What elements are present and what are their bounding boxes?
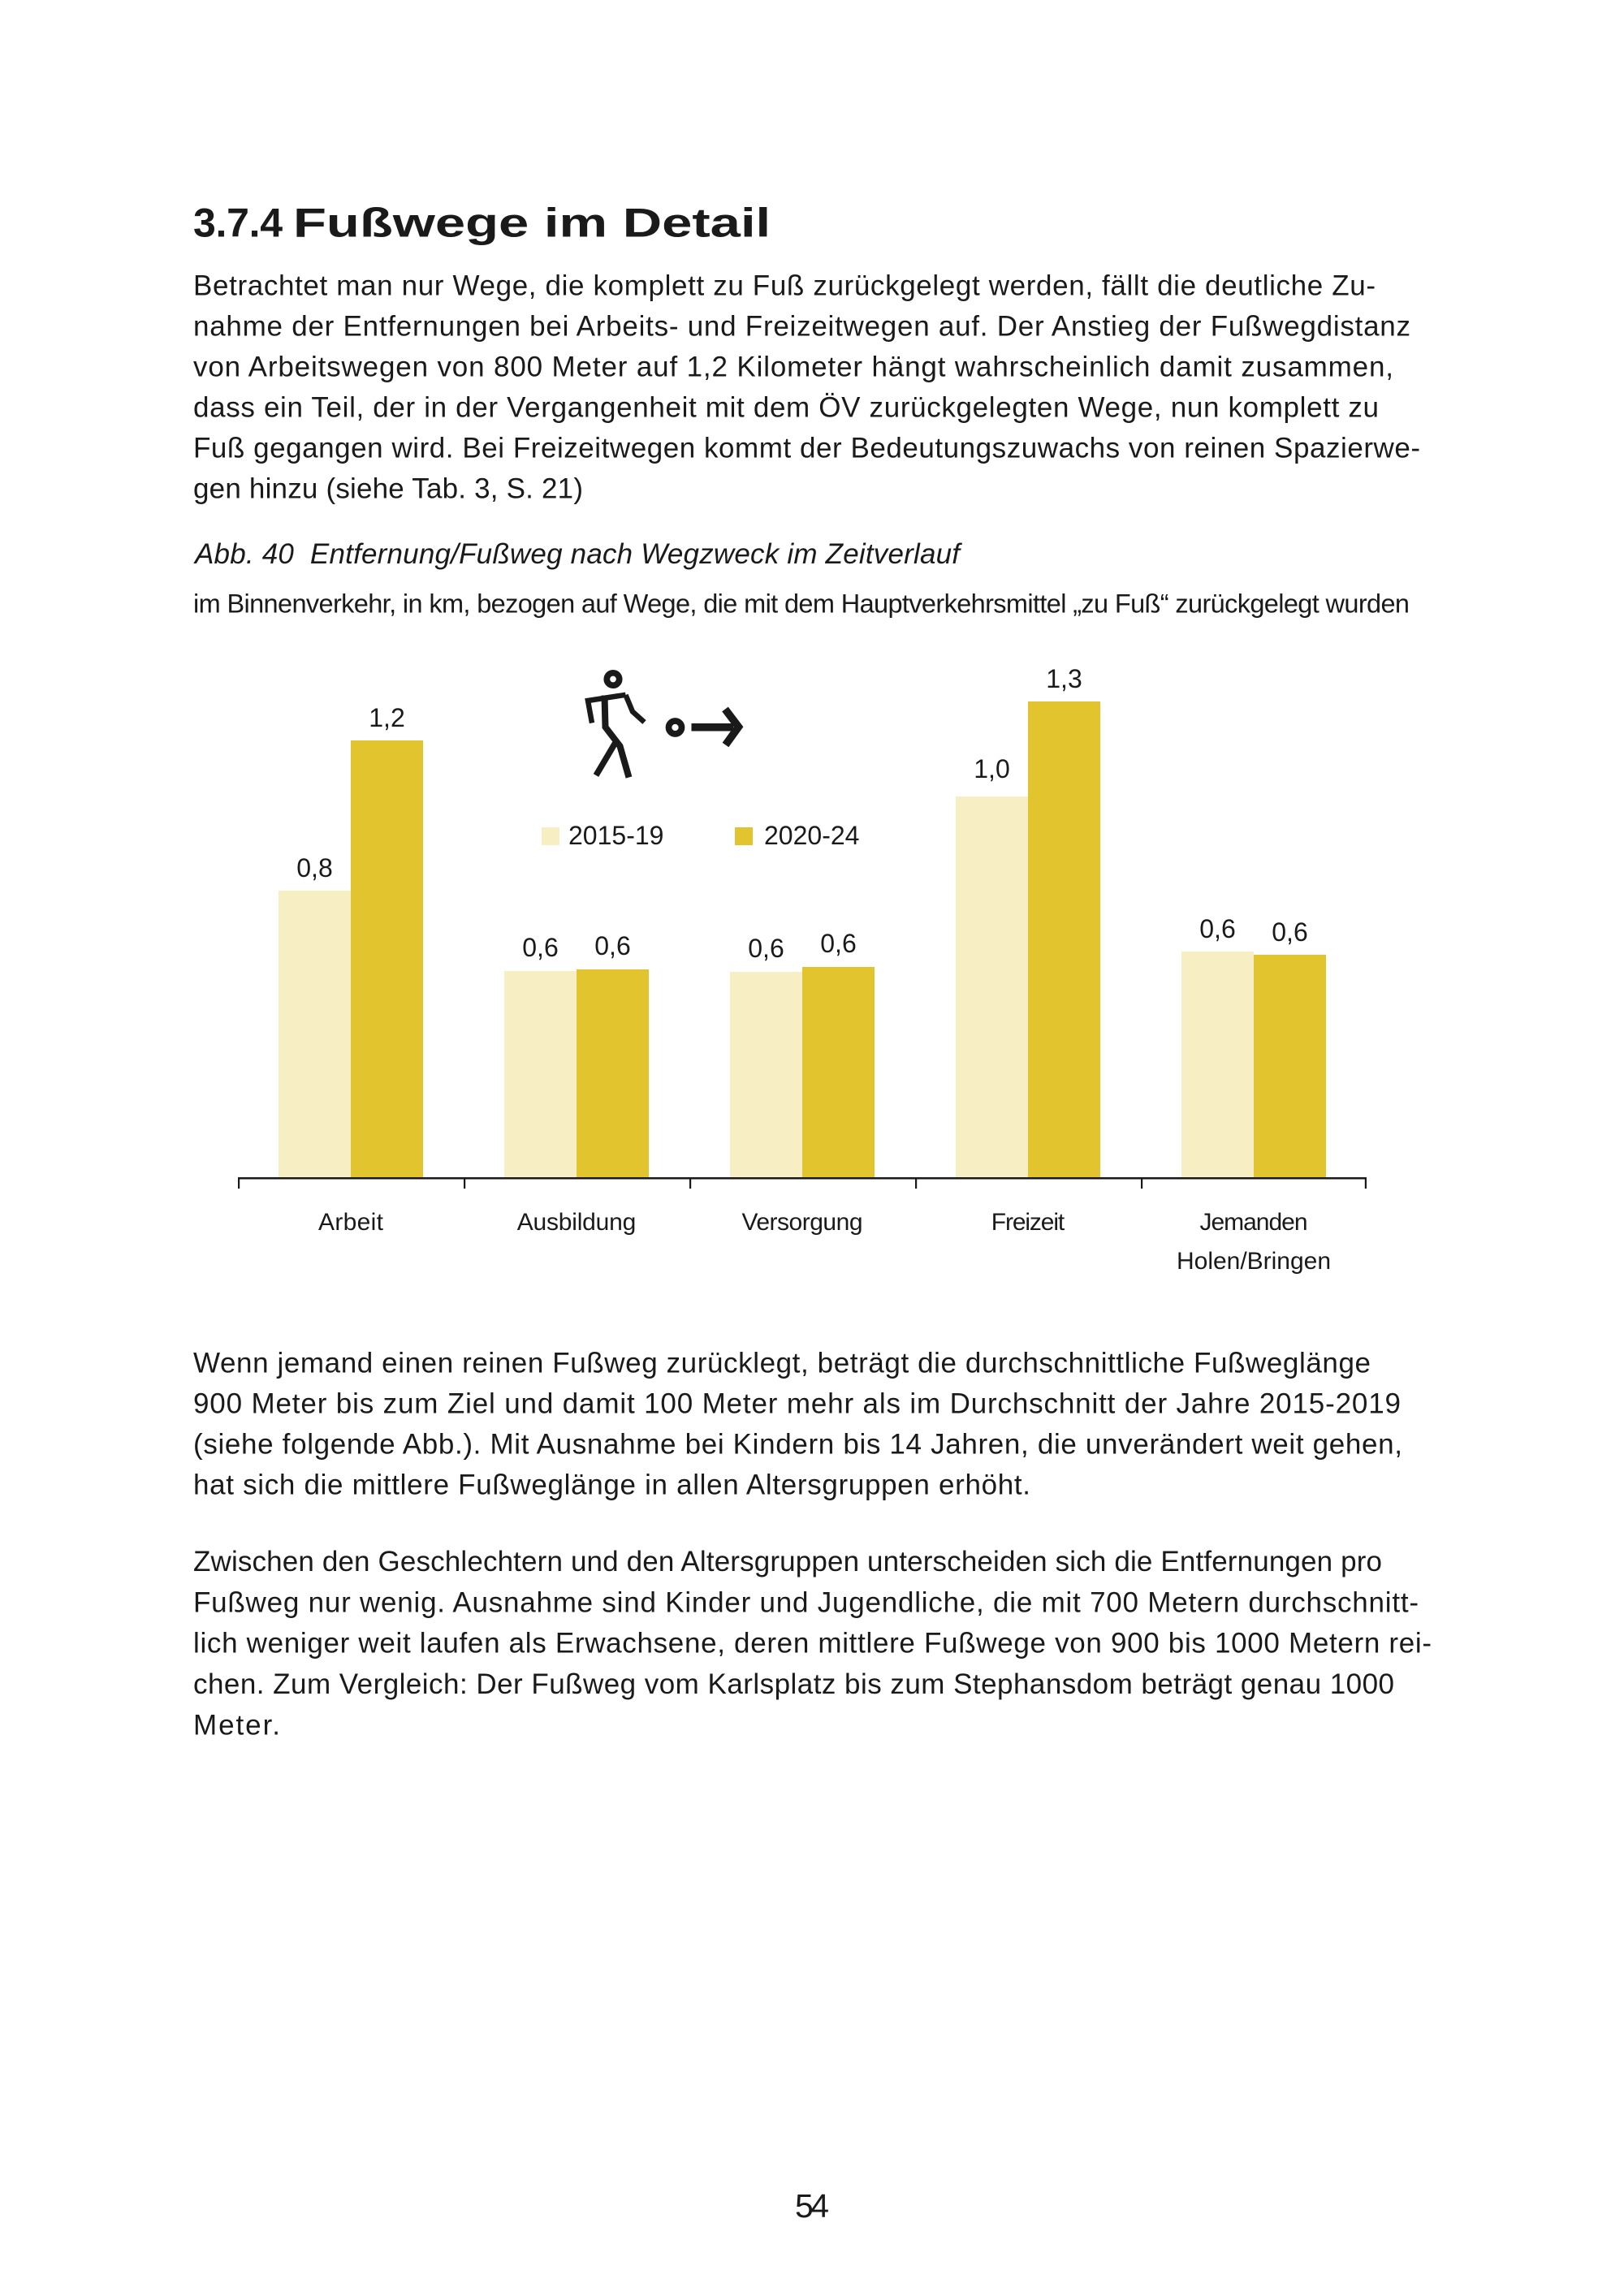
svg-text:Ausbildung: Ausbildung [517,1209,637,1236]
svg-text:von Arbeitswegen von 800 Meter: von Arbeitswegen von 800 Meter auf 1,2 K… [193,352,1393,383]
svg-text:dass ein Teil, der in der Verg: dass ein Teil, der in der Vergangenheit … [193,392,1379,424]
svg-text:900 Meter bis zum Ziel und dam: 900 Meter bis zum Ziel und damit 100 Met… [193,1388,1401,1420]
svg-text:nahme der Entfernungen bei Arb: nahme der Entfernungen bei Arbeits- und … [193,311,1410,343]
svg-text:Freizeit: Freizeit [991,1209,1065,1236]
svg-text:0,8: 0,8 [296,853,332,883]
svg-text:im Binnenverkehr, in km, bezog: im Binnenverkehr, in km, bezogen auf Weg… [193,589,1410,619]
svg-text:1,2: 1,2 [369,703,404,732]
svg-text:2015-19: 2015-19 [568,821,663,850]
svg-text:hat sich die mittlere Fußweglä: hat sich die mittlere Fußweglänge in all… [193,1470,1030,1501]
svg-text:3.7.4: 3.7.4 [193,201,283,246]
svg-text:1,3: 1,3 [1046,664,1082,693]
svg-text:gen hinzu (siehe Tab. 3, S. 21: gen hinzu (siehe Tab. 3, S. 21) [193,473,583,505]
svg-text:Wenn jemand einen reinen Fußwe: Wenn jemand einen reinen Fußweg zurückle… [193,1348,1371,1379]
svg-text:chen. Zum Vergleich: Der Fußwe: chen. Zum Vergleich: Der Fußweg vom Karl… [193,1668,1394,1700]
svg-text:Zwischen den Geschlechtern und: Zwischen den Geschlechtern und den Alter… [193,1546,1382,1577]
svg-text:0,6: 0,6 [594,931,630,960]
svg-text:0,6: 0,6 [748,934,784,963]
svg-text:0,6: 0,6 [820,929,856,958]
svg-text:Holen/Bringen: Holen/Bringen [1177,1248,1331,1275]
svg-text:2020-24: 2020-24 [764,821,859,850]
svg-text:Fußwege im Detail: Fußwege im Detail [293,200,771,246]
svg-text:Meter.: Meter. [193,1709,280,1741]
svg-text:Abb. 40 Entfernung/Fußweg nac: Abb. 40 Entfernung/Fußweg nach Wegzweck … [193,538,962,570]
svg-text:Jemanden: Jemanden [1200,1209,1308,1236]
svg-text:54: 54 [795,2187,829,2225]
svg-text:0,6: 0,6 [1199,914,1235,943]
svg-text:Fuß gegangen wird. Bei Freizei: Fuß gegangen wird. Bei Freizeitwegen kom… [193,433,1420,464]
svg-text:Arbeit: Arbeit [318,1209,384,1236]
svg-text:Betrachtet man nur Wege, die k: Betrachtet man nur Wege, die komplett zu… [193,270,1376,302]
svg-text:0,6: 0,6 [1272,917,1307,947]
svg-text:lich weniger weit laufen als E: lich weniger weit laufen als Erwachsene,… [193,1628,1432,1659]
svg-text:Versorgung: Versorgung [742,1209,863,1236]
svg-text:(siehe folgende Abb.). Mit Aus: (siehe folgende Abb.). Mit Ausnahme bei … [193,1429,1402,1461]
svg-text:Fußweg nur wenig. Ausnahme sin: Fußweg nur wenig. Ausnahme sind Kinder u… [193,1586,1419,1618]
svg-text:0,6: 0,6 [522,933,558,962]
svg-text:1,0: 1,0 [974,754,1009,783]
